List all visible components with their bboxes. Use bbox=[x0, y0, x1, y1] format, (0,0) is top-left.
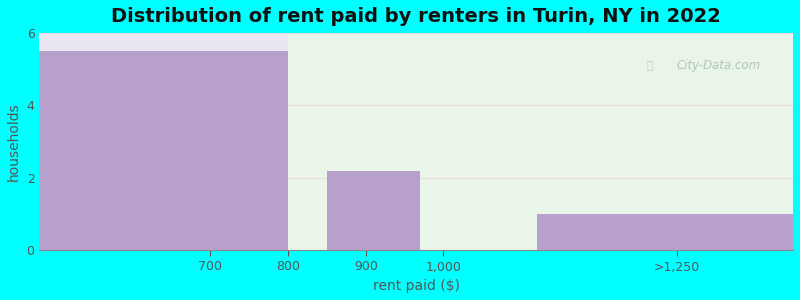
Bar bbox=[327, 170, 420, 250]
X-axis label: rent paid ($): rent paid ($) bbox=[373, 279, 460, 293]
Title: Distribution of rent paid by renters in Turin, NY in 2022: Distribution of rent paid by renters in … bbox=[111, 7, 721, 26]
Y-axis label: households: households bbox=[7, 102, 21, 181]
Bar bbox=[39, 51, 288, 250]
Text: City-Data.com: City-Data.com bbox=[676, 59, 760, 72]
Text: 🔍: 🔍 bbox=[646, 61, 653, 70]
Bar bbox=[288, 33, 793, 250]
Bar bbox=[537, 214, 793, 250]
